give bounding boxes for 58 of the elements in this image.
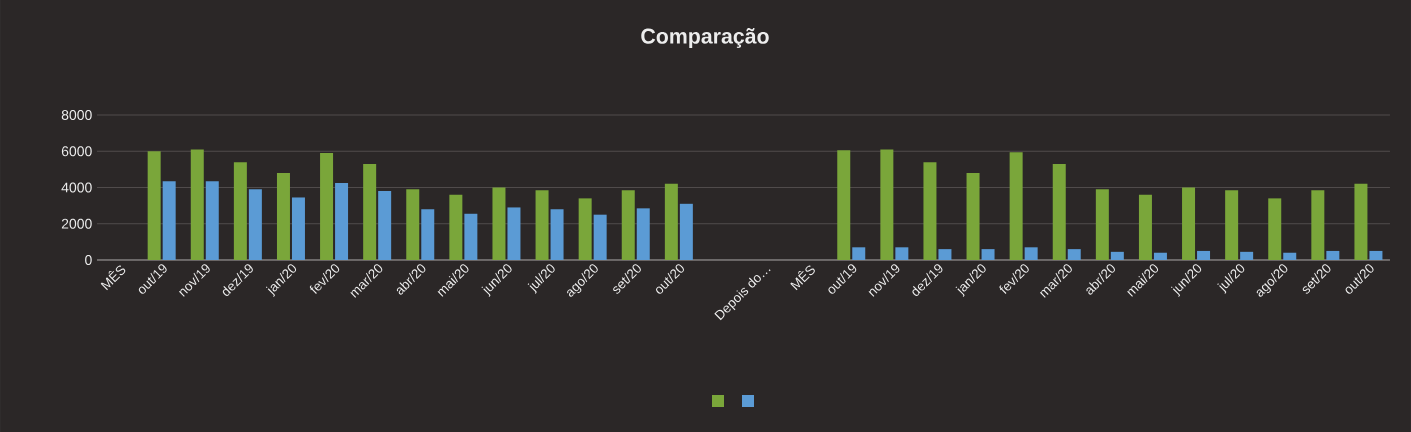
- bar: [938, 249, 952, 260]
- bar: [363, 163, 377, 260]
- bar: [966, 173, 980, 260]
- bar: [636, 208, 650, 260]
- bar: [621, 190, 635, 260]
- bar: [291, 197, 305, 260]
- bar: [1110, 251, 1124, 260]
- bar: [162, 181, 176, 260]
- bar: [147, 151, 161, 260]
- bar: [190, 149, 204, 260]
- bar: [880, 149, 894, 260]
- bar: [233, 162, 247, 260]
- bar: [1052, 163, 1066, 260]
- bar: [923, 162, 937, 260]
- bar: [578, 198, 592, 260]
- bar: [679, 203, 693, 260]
- bar: [1153, 252, 1167, 260]
- bar: [1197, 250, 1211, 260]
- bar: [248, 189, 262, 260]
- bar: [320, 153, 334, 260]
- bar: [1009, 152, 1023, 260]
- bar: [1326, 250, 1340, 260]
- bar: [1095, 189, 1109, 260]
- bar: [1311, 190, 1325, 260]
- bar: [981, 249, 995, 260]
- chart-title: Comparação: [641, 28, 769, 48]
- y-tick-label: 4000: [61, 182, 92, 193]
- bar: [895, 247, 909, 260]
- bar: [205, 181, 219, 260]
- bar: [1369, 250, 1383, 260]
- bar: [1240, 251, 1254, 260]
- y-tick-label: 6000: [61, 146, 92, 157]
- bar: [1268, 198, 1282, 260]
- bar: [335, 182, 349, 260]
- bar: [449, 194, 463, 260]
- bar: [464, 213, 478, 260]
- bar: [664, 183, 678, 260]
- bar: [1138, 194, 1152, 260]
- bar: [276, 173, 290, 260]
- bar: [1354, 183, 1368, 260]
- y-tick-label: 2000: [61, 218, 92, 229]
- y-tick-label: 0: [85, 255, 92, 265]
- bar: [852, 247, 866, 260]
- bar: [837, 150, 851, 260]
- y-tick-label: 8000: [61, 110, 92, 120]
- bar: [1283, 252, 1297, 260]
- bar: [507, 207, 521, 260]
- bar: [550, 209, 564, 260]
- bar: [406, 189, 420, 260]
- bar: [593, 214, 607, 260]
- bar: [421, 209, 435, 260]
- bar: [1024, 247, 1038, 260]
- bar: [1182, 187, 1196, 260]
- bar: [1067, 249, 1081, 260]
- bar: [378, 191, 392, 260]
- bar: [535, 190, 549, 260]
- bar: [492, 187, 506, 260]
- bar: [1225, 190, 1239, 260]
